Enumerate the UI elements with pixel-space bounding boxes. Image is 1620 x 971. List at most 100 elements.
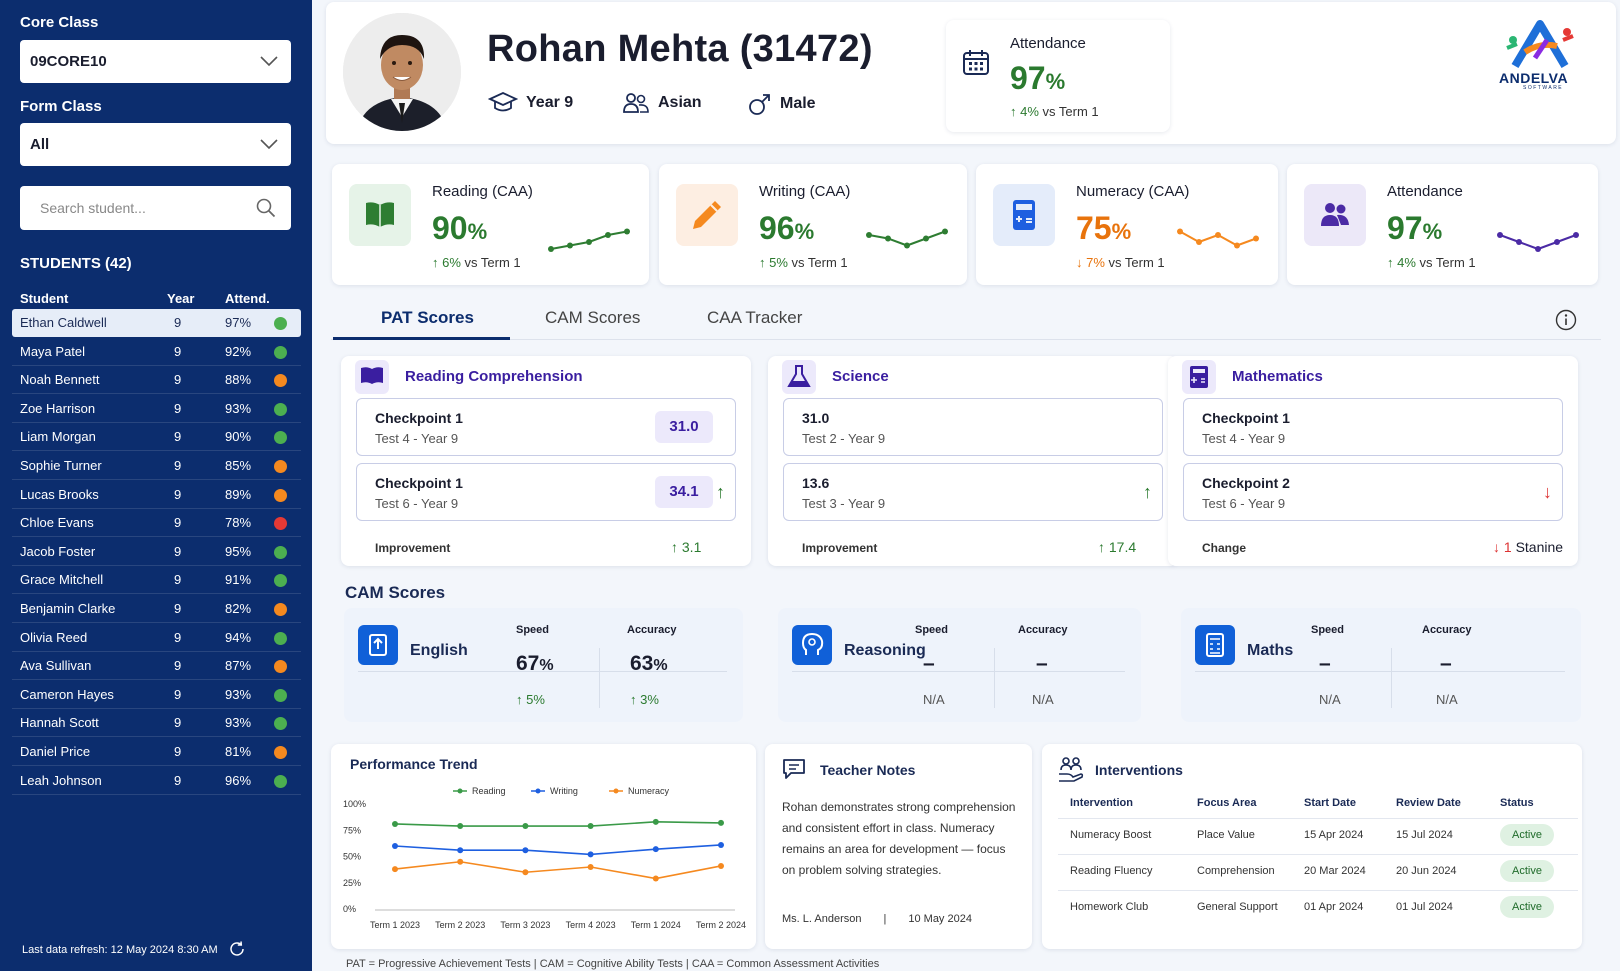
info-icon[interactable] — [1555, 309, 1577, 331]
student-row[interactable]: Ava Sullivan 9 87% — [12, 652, 301, 681]
student-year-cell: 9 — [174, 601, 182, 616]
student-row[interactable]: Olivia Reed 9 94% — [12, 624, 301, 652]
arrow-down-icon: ↓ — [1493, 539, 1504, 555]
cam-card-reasoning[interactable]: Reasoning Speed Accuracy – – N/A N/A — [778, 608, 1141, 722]
student-search-input[interactable] — [20, 186, 291, 230]
sparkline-point — [1516, 239, 1522, 245]
refresh-icon[interactable] — [228, 940, 246, 958]
col-student: Student — [20, 291, 69, 306]
tab-cam-scores[interactable]: CAM Scores — [545, 308, 641, 327]
calculator-icon — [1206, 633, 1224, 657]
tab-pat-scores[interactable]: PAT Scores — [381, 308, 474, 327]
student-name-cell: Cameron Hayes — [20, 686, 114, 702]
form-class-select[interactable]: All — [20, 123, 291, 166]
attendance-status-dot — [274, 603, 287, 616]
core-class-value: 09CORE10 — [30, 53, 107, 70]
student-year-cell: 9 — [174, 572, 182, 588]
logo-text: ANDELVA — [1499, 70, 1569, 86]
student-row[interactable]: Jacob Foster 9 95% — [12, 538, 301, 566]
interventions-cell: 20 Jun 2024 — [1396, 865, 1457, 877]
arrow-up-icon: ↑ — [759, 255, 770, 270]
student-gender: Male — [748, 92, 816, 116]
kpi-title-suffix: (CAA) — [809, 183, 851, 200]
checkpoint-subtitle: Test 6 - Year 9 — [375, 496, 459, 511]
chevron-down-icon — [260, 139, 278, 150]
pat-icon-box — [1182, 360, 1216, 394]
graduation-cap-icon — [488, 92, 518, 112]
data-point-writing — [522, 847, 529, 854]
last-refresh-text: Last data refresh: 12 May 2024 8:30 AM — [22, 944, 218, 956]
student-row[interactable]: Zoe Harrison 9 93% — [12, 395, 301, 423]
checkpoint-item[interactable]: Checkpoint 1 Test 4 - Year 9 31.0 — [356, 398, 736, 456]
sparkline-point — [624, 228, 630, 235]
student-name-cell: Sophie Turner — [20, 458, 102, 473]
cam-card-maths[interactable]: Maths Speed Accuracy – – N/A N/A — [1181, 608, 1581, 722]
student-row[interactable]: Chloe Evans 9 78% — [12, 509, 301, 538]
kpi-delta-suffix: vs Term 1 — [1419, 255, 1476, 270]
header-attendance-delta: ↑ 4% vs Term 1 — [1010, 104, 1099, 119]
kpi-icon-box — [993, 184, 1055, 246]
pat-card-science — [768, 356, 1178, 566]
cam-accuracy-value: – — [1440, 652, 1452, 676]
kpi-sparkline — [1177, 228, 1259, 249]
sparkline-point — [1215, 232, 1221, 238]
form-class-label: Form Class — [20, 98, 102, 115]
search-icon[interactable] — [256, 198, 276, 218]
student-row[interactable]: Daniel Price 9 81% — [12, 738, 301, 766]
series-line-numeracy — [394, 860, 722, 880]
student-row[interactable]: Leah Johnson 9 96% — [12, 767, 301, 795]
cam-divider — [1195, 671, 1565, 672]
student-attend-cell: 82% — [225, 601, 252, 616]
core-class-select[interactable]: 09CORE10 — [20, 40, 291, 83]
attendance-status-dot — [274, 717, 287, 731]
student-row[interactable]: Hannah Scott 9 93% — [12, 709, 301, 738]
book-icon — [361, 367, 383, 384]
cam-card-english[interactable]: English Speed Accuracy 67% 63% ↑ 5% ↑ 3% — [344, 608, 743, 722]
student-row[interactable]: Noah Bennett 9 88% — [12, 366, 301, 395]
student-row[interactable]: Benjamin Clarke 9 82% — [12, 595, 301, 623]
data-point-writing — [718, 841, 724, 848]
col-year: Year — [167, 291, 195, 306]
student-row[interactable]: Ethan Caldwell 9 97% — [12, 309, 301, 337]
interventions-cell: 20 Mar 2024 — [1304, 865, 1366, 877]
teacher-notes-author: Ms. L. Anderson — [782, 913, 862, 925]
student-name-cell: Zoe Harrison — [20, 400, 96, 416]
kpi-sparkline — [548, 228, 630, 252]
checkpoint-item[interactable]: Checkpoint 1 Test 6 - Year 9 34.1 ↑ — [356, 463, 736, 521]
teacher-notes-card — [765, 744, 1032, 949]
cam-scores-title: CAM Scores — [345, 583, 446, 602]
kpi-title-suffix: (CAA) — [1148, 183, 1190, 200]
student-year-text: Year 9 — [526, 94, 574, 111]
student-row[interactable]: Cameron Hayes 9 93% — [12, 681, 301, 709]
andelva-logo: ANDELVA SOFTWARE — [1495, 18, 1585, 94]
student-row[interactable]: Maya Patel 9 92% — [12, 338, 301, 366]
calendar-icon — [963, 50, 989, 75]
legend-swatch-dot — [613, 788, 619, 794]
student-name-cell: Chloe Evans — [20, 515, 94, 531]
checkpoint-item[interactable]: 13.6 Test 3 - Year 9 ↑ — [783, 463, 1163, 521]
tab-caa-tracker[interactable]: CAA Tracker — [707, 308, 803, 327]
interventions-cell: Comprehension — [1197, 865, 1275, 877]
checkpoint-item[interactable]: 31.0 Test 2 - Year 9 — [783, 398, 1163, 456]
cam-subject-name: English — [410, 642, 468, 659]
y-tick-label: 75% — [343, 825, 361, 835]
attendance-status-dot — [274, 488, 287, 502]
student-row[interactable]: Grace Mitchell 9 91% — [12, 566, 301, 595]
arrow-down-icon: ↓ — [1076, 255, 1087, 270]
checkpoint-score-badge: 34.1 — [655, 476, 713, 508]
footnote: PAT = Progressive Achievement Tests | CA… — [346, 958, 880, 970]
student-row[interactable]: Lucas Brooks 9 89% — [12, 481, 301, 509]
student-attend-cell: 88% — [225, 372, 252, 388]
checkpoint-title: Checkpoint 1 — [375, 475, 463, 491]
student-name-cell: Grace Mitchell — [20, 572, 104, 588]
arrow-up-icon: ↑ — [630, 692, 641, 707]
cam-speed-note: N/A — [923, 692, 945, 707]
cam-icon-box — [792, 625, 832, 665]
cam-speed-number: 67 — [516, 652, 540, 675]
student-row[interactable]: Liam Morgan 9 90% — [12, 423, 301, 452]
kpi-title-main: Numeracy — [1076, 183, 1145, 200]
student-row[interactable]: Sophie Turner 9 85% — [12, 452, 301, 480]
header-attendance-card — [946, 20, 1170, 132]
checkpoint-item[interactable]: Checkpoint 2 Test 6 - Year 9 ↓ — [1183, 463, 1563, 521]
checkpoint-item[interactable]: Checkpoint 1 Test 4 - Year 9 — [1183, 398, 1563, 456]
